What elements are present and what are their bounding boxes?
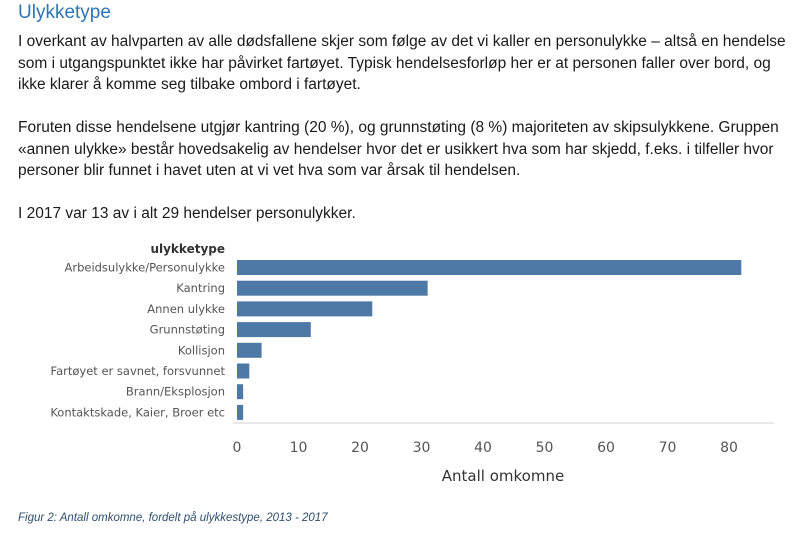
bar (237, 404, 244, 420)
x-tick-label: 70 (659, 440, 677, 456)
x-tick-label: 50 (536, 440, 554, 456)
x-tick-label: 40 (474, 440, 492, 456)
category-label: Annen ulykke (147, 302, 225, 316)
x-tick-label: 30 (413, 440, 431, 456)
paragraph-3: I 2017 var 13 av i alt 29 hendelser pers… (18, 205, 356, 222)
bar (237, 280, 428, 296)
bar (237, 260, 742, 275)
x-tick-label: 60 (597, 440, 615, 456)
section-heading: Ulykketype (18, 2, 111, 23)
category-label: Fartøyet er savnet, forsvunnet (51, 364, 226, 378)
category-label: Brann/Eksplosjon (126, 385, 225, 399)
bar (237, 322, 311, 338)
bar (237, 342, 262, 358)
bar (237, 384, 244, 400)
category-label: Kantring (176, 281, 225, 295)
x-tick-label: 10 (290, 440, 308, 456)
category-label: Kollisjon (178, 343, 225, 357)
x-tick-label: 0 (233, 440, 242, 456)
x-tick-label: 80 (720, 440, 738, 456)
paragraph-2: Foruten disse hendelsene utgjør kantring… (18, 119, 779, 179)
figure-caption: Figur 2: Antall omkomne, fordelt på ulyk… (18, 512, 328, 524)
category-label: Grunnstøting (150, 323, 225, 337)
x-tick-label: 20 (351, 440, 369, 456)
bar (237, 363, 250, 379)
x-axis-title: Antall omkomne (442, 467, 564, 485)
category-header: ulykketype (150, 242, 225, 256)
category-label: Kontaktskade, Kaier, Broer etc (50, 405, 225, 419)
category-label: Arbeidsulykke/Personulykke (64, 261, 225, 275)
bar (237, 301, 373, 317)
paragraph-1: I overkant av halvparten av alle dødsfal… (18, 33, 786, 93)
bar-chart: ulykketype Arbeidsulykke/Personulykke Kan… (50, 242, 774, 485)
